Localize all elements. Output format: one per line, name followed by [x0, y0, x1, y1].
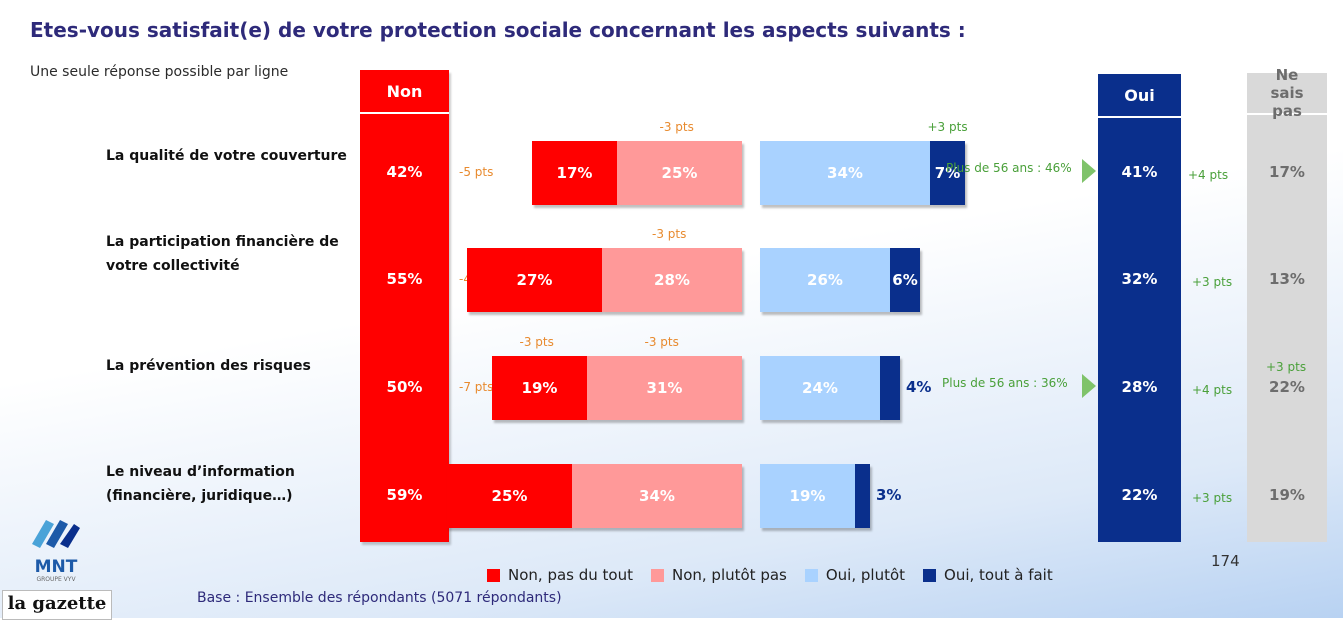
bar-segment: 27%: [467, 248, 602, 312]
page-number: 174: [1211, 552, 1240, 570]
legend-label: Oui, plutôt: [825, 566, 906, 584]
bar-segment: 24%: [760, 356, 880, 420]
oui-column: Oui: [1098, 74, 1181, 542]
row-label: La prévention des risques: [106, 358, 311, 374]
non-total-value: 50%: [386, 378, 423, 396]
segment-delta: -3 pts: [519, 335, 554, 349]
bar-segment: 7%: [930, 141, 965, 205]
row-label: Le niveau d’information (financière, jur…: [106, 464, 295, 504]
note-marker-icon: [1082, 374, 1096, 398]
legend-label: Oui, tout à fait: [944, 566, 1053, 584]
bar-segment: 34%: [572, 464, 742, 528]
non-column: Non: [360, 70, 449, 542]
oui-column-header: Oui: [1098, 74, 1181, 118]
legend-swatch: [487, 568, 500, 582]
nsp-column-header: Ne sais pas: [1247, 66, 1327, 120]
note-marker-icon: [1082, 159, 1096, 183]
bar-segment-label: 4%: [906, 378, 932, 396]
bar-segment-label: 34%: [639, 487, 675, 505]
oui-delta: +4 pts: [1188, 168, 1229, 182]
legend-item: Oui, tout à fait: [923, 566, 1053, 584]
mnt-logo: MNT GROUPE VYV: [28, 514, 84, 584]
nsp-value: 13%: [1269, 270, 1305, 288]
oui-total-value: 22%: [1121, 486, 1158, 504]
bar-segment-label: 27%: [516, 271, 553, 289]
bar-segment-label: 7%: [934, 164, 961, 182]
gazette-logo: la gazette: [2, 590, 112, 620]
bar-segment: 26%: [760, 248, 890, 312]
legend: Non, pas du tout Non, plutôt pas Oui, pl…: [487, 566, 1053, 584]
nsp-delta: +3 pts: [1266, 360, 1307, 374]
segment-delta: -3 pts: [659, 120, 694, 134]
non-total-value: 42%: [386, 163, 423, 181]
mnt-logo-text: MNT: [34, 557, 78, 577]
oui-delta: +3 pts: [1192, 275, 1233, 289]
row-label: La qualité de votre couverture: [106, 148, 347, 164]
subgroup-note: Plus de 56 ans : 36%: [942, 376, 1068, 390]
gazette-logo-text: la gazette: [7, 593, 107, 614]
segment-delta: -3 pts: [644, 335, 679, 349]
bar-segment: 31%: [587, 356, 742, 420]
legend-label: Non, pas du tout: [508, 566, 633, 584]
oui-delta: +3 pts: [1192, 491, 1233, 505]
nsp-value: 22%: [1269, 378, 1305, 396]
row-label: La participation financière de votre col…: [106, 234, 339, 274]
legend-item: Non, plutôt pas: [650, 566, 787, 584]
bar-segment-label: 31%: [646, 379, 683, 397]
base-note: Base : Ensemble des répondants (5071 rép…: [197, 590, 562, 606]
oui-total-value: 41%: [1121, 163, 1158, 181]
bar-segment: 17%: [532, 141, 617, 205]
oui-total-value: 28%: [1121, 378, 1158, 396]
non-total-value: 59%: [386, 486, 423, 504]
legend-swatch: [923, 568, 937, 582]
bar-segment-label: 19%: [521, 379, 558, 397]
mnt-logo-icon: [32, 520, 80, 548]
bar-segment-label: 25%: [661, 164, 698, 182]
non-column-header: Non: [360, 70, 449, 114]
bar-segment-label: 34%: [827, 164, 863, 182]
oui-delta: +4 pts: [1192, 383, 1233, 397]
bar-segment: 6%: [890, 248, 920, 312]
legend-item: Oui, plutôt: [804, 566, 906, 584]
chart-subtitle: Une seule réponse possible par ligne: [30, 64, 289, 80]
bar-segment-label: 19%: [789, 487, 826, 505]
segment-delta: -3 pts: [652, 227, 687, 241]
bar-segment: 19%: [760, 464, 855, 528]
bar-segment: [880, 356, 900, 420]
bar-segment-label: 26%: [807, 271, 843, 289]
mnt-logo-subtext: GROUPE VYV: [36, 576, 76, 583]
non-delta: -7 pts: [459, 380, 494, 394]
bar-segment: 34%: [760, 141, 930, 205]
nsp-value: 19%: [1269, 486, 1305, 504]
bar-segment: 28%: [602, 248, 742, 312]
bar-segment: 25%: [617, 141, 742, 205]
nsp-value: 17%: [1269, 163, 1305, 181]
legend-item: Non, pas du tout: [487, 566, 633, 584]
bar-segment: 19%: [492, 356, 587, 420]
bar-segment-label: 28%: [654, 271, 690, 289]
bar-segment: [855, 464, 870, 528]
oui-total-value: 32%: [1121, 270, 1158, 288]
bar-segment-label: 6%: [892, 271, 918, 289]
legend-swatch: [804, 568, 818, 582]
non-total-value: 55%: [386, 270, 423, 288]
legend-swatch: [650, 568, 664, 582]
bar-segment-label: 3%: [876, 486, 902, 504]
subgroup-note: Plus de 56 ans : 46%: [946, 161, 1072, 175]
segment-delta: +3 pts: [927, 120, 968, 134]
legend-label: Non, plutôt pas: [671, 566, 787, 584]
bar-segment-label: 25%: [491, 487, 528, 505]
bar-segment-label: 17%: [556, 164, 593, 182]
nsp-column: Ne sais pas: [1247, 66, 1327, 542]
non-delta: -5 pts: [459, 165, 494, 179]
chart-title: Etes-vous satisfait(e) de votre protecti…: [30, 18, 966, 42]
bar-segment: 25%: [447, 464, 572, 528]
bar-segment-label: 24%: [802, 379, 838, 397]
